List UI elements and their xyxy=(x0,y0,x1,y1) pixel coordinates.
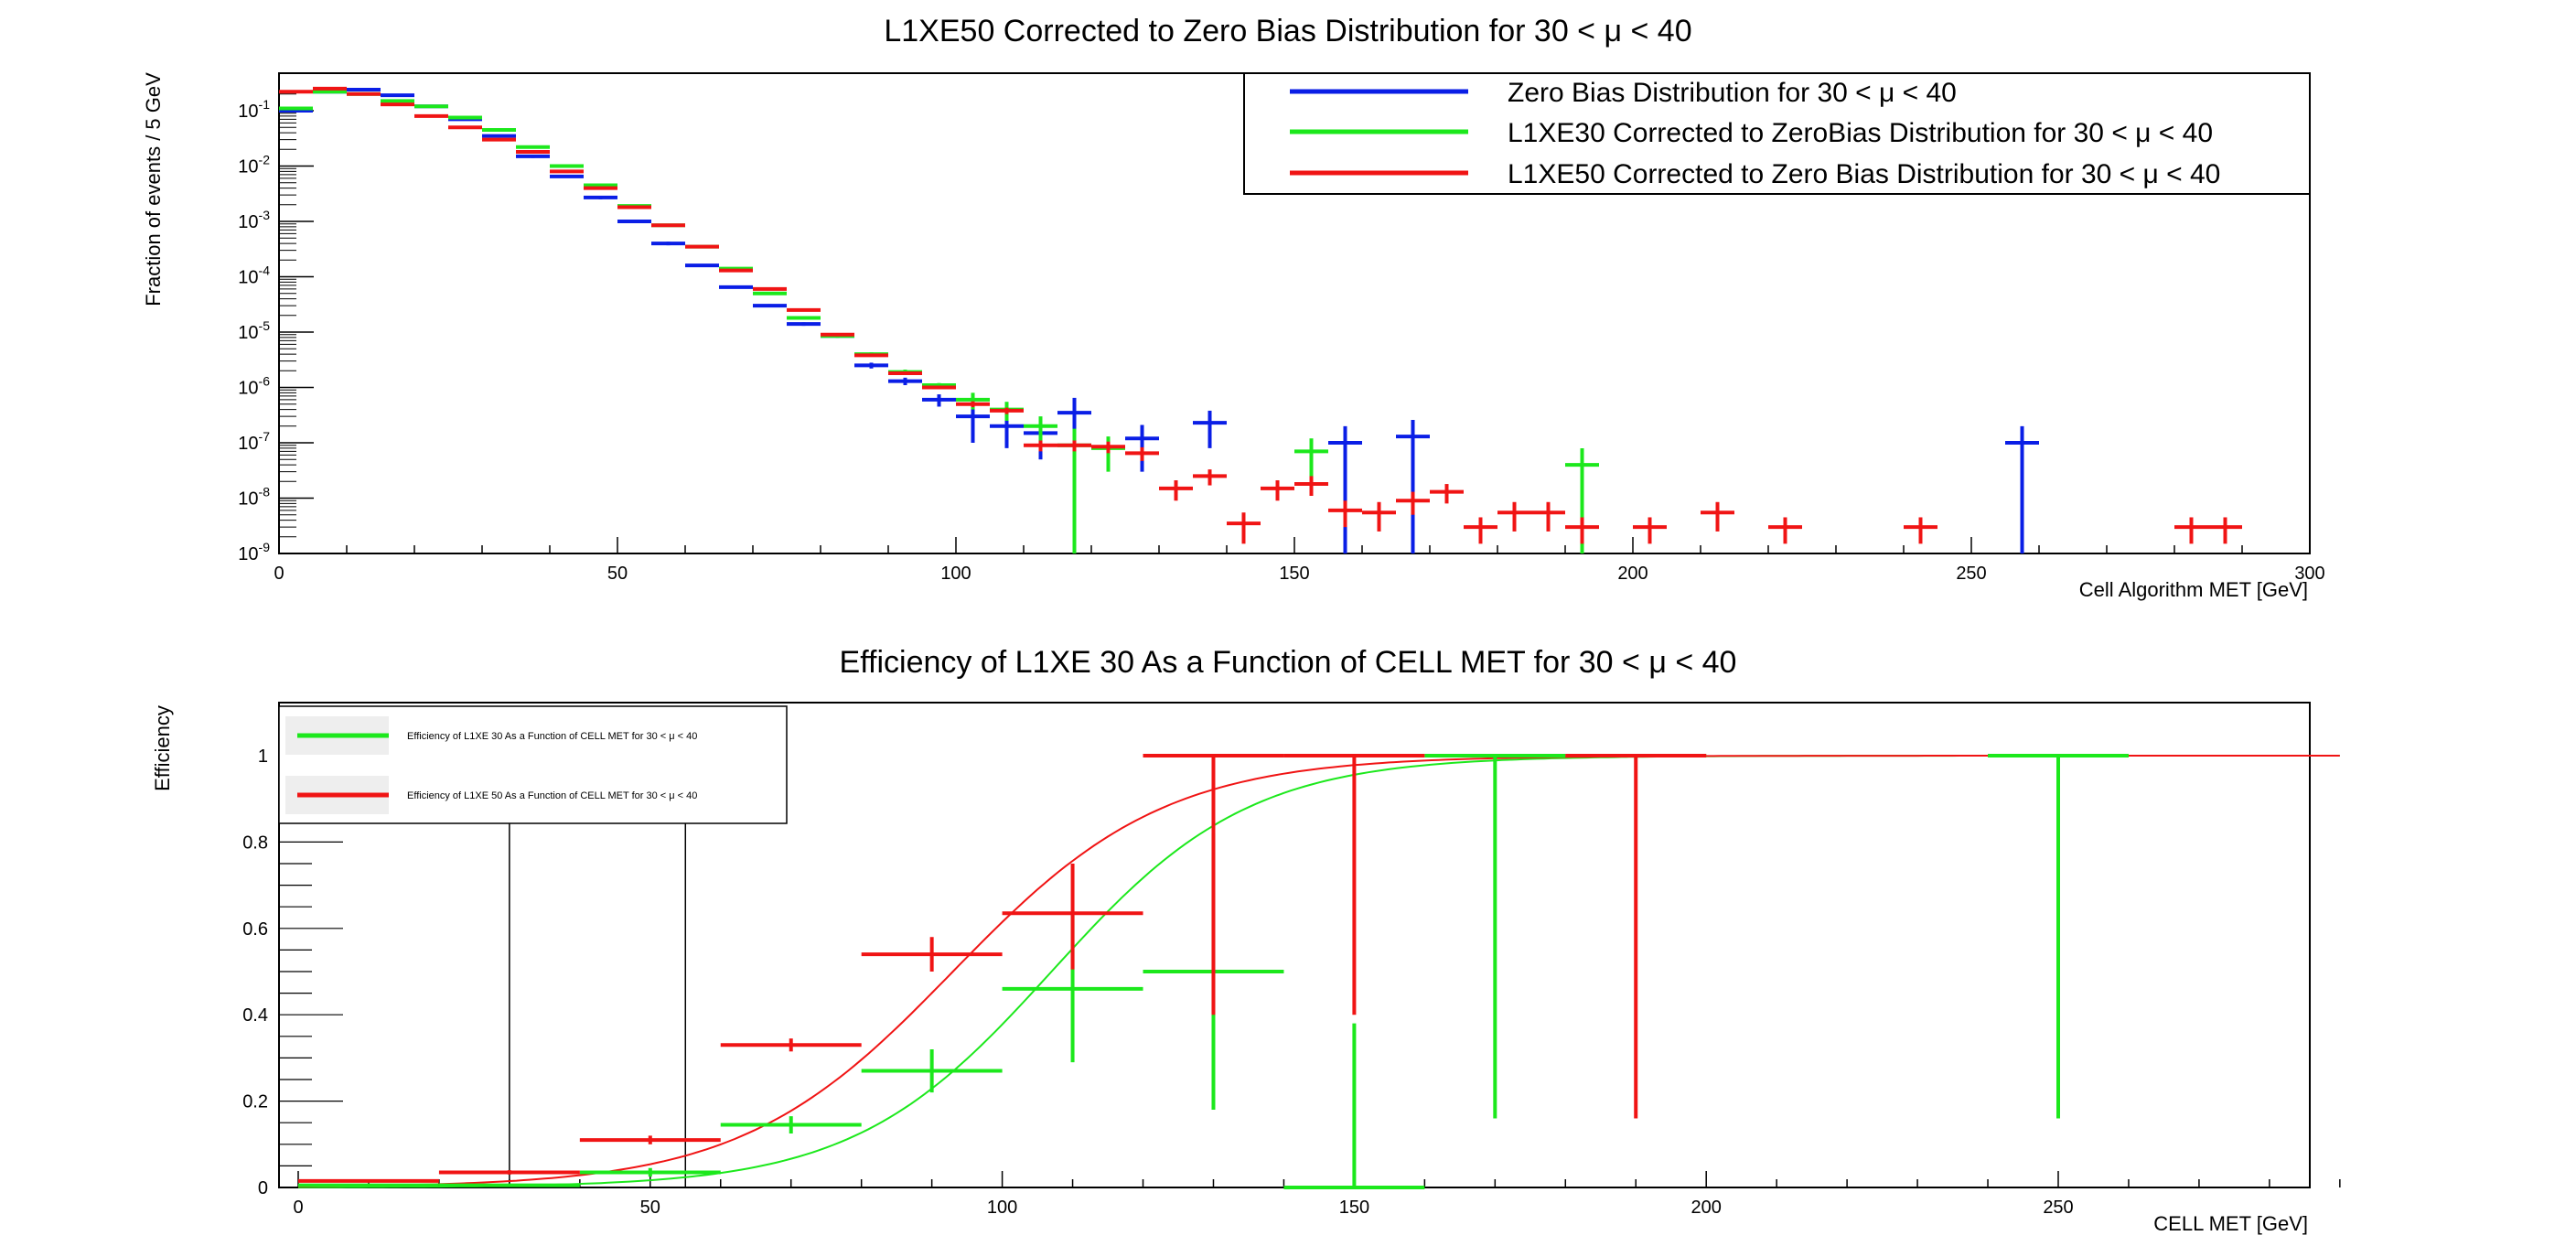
bottom-x-tick-label: 100 xyxy=(987,1198,1017,1218)
top-y-tick-label: 10-1 xyxy=(238,97,270,122)
top-legend: Zero Bias Distribution for 30 < μ < 40 L… xyxy=(1243,72,2311,195)
bottom-data-markers xyxy=(298,754,2340,1189)
top-x-axis-label: Cell Algorithm MET [GeV] xyxy=(2079,578,2308,601)
top-axis-ticks: 0 50 100 150 200 250 300 10-1 10-2 10-3 10-4 10-5 10… xyxy=(238,93,2325,584)
top-panel: L1XE50 Corrected to Zero Bias Distributi… xyxy=(142,14,2325,601)
top-y-tick-label: 10-9 xyxy=(238,540,270,564)
top-y-tick-label: 10-3 xyxy=(238,208,270,232)
top-y-axis-label: Fraction of events / 5 GeV xyxy=(142,72,165,306)
bottom-legend-label-l1xe30: Efficiency of L1XE 30 As a Function of C… xyxy=(407,731,697,742)
top-y-tick-label: 10-5 xyxy=(238,318,270,343)
bottom-chart-title: Efficiency of L1XE 30 As a Function of C… xyxy=(840,645,1737,680)
top-y-tick-label: 10-2 xyxy=(238,153,270,177)
bottom-y-tick-label: 0 xyxy=(258,1178,268,1198)
top-x-tick-label: 300 xyxy=(2294,564,2324,584)
top-chart-title: L1XE50 Corrected to Zero Bias Distributi… xyxy=(884,14,1691,48)
top-legend-label-zero-bias: Zero Bias Distribution for 30 < μ < 40 xyxy=(1508,78,1957,108)
top-x-tick-label: 50 xyxy=(607,564,628,584)
bottom-y-tick-label: 0.8 xyxy=(242,833,268,853)
bottom-x-tick-label: 200 xyxy=(1691,1198,1722,1218)
top-y-tick-label: 10-8 xyxy=(238,485,270,510)
top-x-tick-label: 200 xyxy=(1617,564,1648,584)
top-data-markers xyxy=(279,86,2242,553)
top-y-tick-label: 10-7 xyxy=(238,429,270,454)
top-x-tick-label: 150 xyxy=(1279,564,1309,584)
top-legend-label-l1xe50: L1XE50 Corrected to Zero Bias Distributi… xyxy=(1508,159,2220,189)
bottom-y-tick-label: 1 xyxy=(258,747,268,767)
bottom-y-tick-label: 0.6 xyxy=(242,919,268,940)
top-y-tick-label: 10-4 xyxy=(238,263,270,288)
bottom-x-tick-label: 150 xyxy=(1339,1198,1369,1218)
top-legend-label-l1xe30: L1XE30 Corrected to ZeroBias Distributio… xyxy=(1508,118,2213,148)
bottom-x-tick-label: 250 xyxy=(2043,1198,2073,1218)
bottom-x-tick-label: 50 xyxy=(640,1198,660,1218)
bottom-x-axis-label: CELL MET [GeV] xyxy=(2153,1212,2308,1235)
top-x-tick-label: 0 xyxy=(274,564,284,584)
bottom-legend: Efficiency of L1XE 30 As a Function of C… xyxy=(278,705,788,824)
top-x-tick-label: 100 xyxy=(940,564,971,584)
bottom-y-tick-label: 0.4 xyxy=(242,1005,268,1026)
top-x-tick-label: 250 xyxy=(1956,564,1986,584)
bottom-panel: Efficiency of L1XE 30 As a Function of C… xyxy=(151,645,2341,1235)
bottom-y-axis-label: Efficiency xyxy=(151,705,174,791)
bottom-legend-label-l1xe50: Efficiency of L1XE 50 As a Function of C… xyxy=(407,790,697,801)
top-y-tick-label: 10-6 xyxy=(238,374,270,399)
bottom-x-tick-label: 0 xyxy=(293,1198,303,1218)
bottom-y-tick-label: 0.2 xyxy=(242,1092,268,1112)
